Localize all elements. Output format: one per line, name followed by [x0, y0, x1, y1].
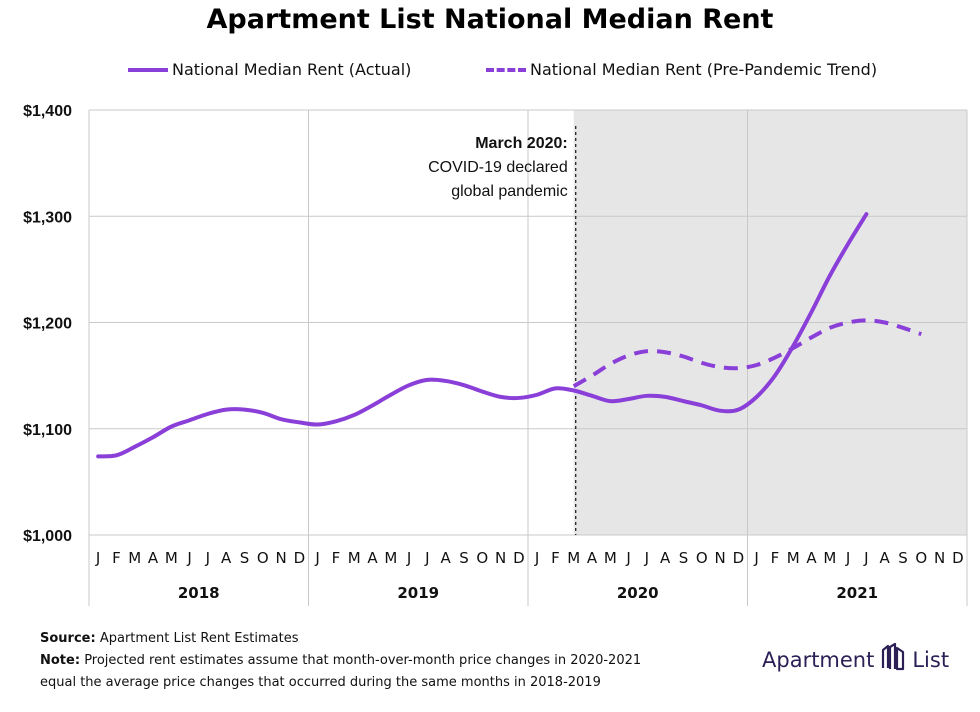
- apartment-list-building-icon: [880, 642, 906, 677]
- month-tick-label: M: [787, 549, 800, 567]
- legend-swatch-solid: [128, 67, 168, 72]
- month-tick-label: F: [771, 549, 780, 567]
- legend-item-actual: National Median Rent (Actual): [128, 60, 411, 79]
- month-tick-label: M: [165, 549, 178, 567]
- month-tick-label: O: [696, 549, 708, 567]
- month-tick-label: A: [660, 549, 671, 567]
- chart-title: Apartment List National Median Rent: [206, 4, 774, 35]
- month-tick-label: S: [240, 549, 250, 567]
- month-tick-label: N: [275, 549, 286, 567]
- month-tick-label: J: [95, 549, 100, 567]
- month-tick-label: S: [679, 549, 689, 567]
- month-tick-label: J: [753, 549, 758, 567]
- legend: National Median Rent (Actual) National M…: [0, 60, 980, 86]
- year-label: 2019: [397, 584, 439, 602]
- month-tick-label: A: [806, 549, 817, 567]
- month-tick-label: J: [625, 549, 630, 567]
- month-tick-label: F: [332, 549, 341, 567]
- month-tick-label: N: [714, 549, 725, 567]
- month-tick-label: F: [551, 549, 560, 567]
- month-tick-label: S: [459, 549, 469, 567]
- series-line-pre-pandemic-trend: [572, 318, 922, 388]
- year-label: 2018: [178, 584, 220, 602]
- month-tick-label: D: [294, 549, 306, 567]
- month-tick-label: S: [898, 549, 908, 567]
- y-tick-label: $1,000: [23, 528, 72, 545]
- month-tick-label: J: [314, 549, 319, 567]
- annotation-text-line-1: COVID-19 declared: [428, 159, 568, 176]
- month-tick-label: N: [495, 549, 506, 567]
- month-tick-label: J: [863, 549, 868, 567]
- logo-text-left: Apartment: [762, 647, 875, 672]
- legend-label-actual: National Median Rent (Actual): [172, 60, 412, 79]
- note-text-1: Projected rent estimates assume that mon…: [84, 653, 642, 668]
- month-tick-label: J: [406, 549, 411, 567]
- month-tick-label: M: [823, 549, 836, 567]
- month-tick-label: D: [513, 549, 525, 567]
- month-tick-label: D: [952, 549, 964, 567]
- source-text: Apartment List Rent Estimates: [99, 631, 299, 646]
- y-tick-label: $1,100: [23, 422, 72, 439]
- month-tick-label: J: [424, 549, 429, 567]
- annotation-text-line-2: global pandemic: [451, 183, 568, 200]
- legend-item-trend: National Median Rent (Pre-Pandemic Trend…: [486, 60, 877, 79]
- month-tick-label: M: [567, 549, 580, 567]
- month-tick-label: J: [205, 549, 210, 567]
- month-tick-label: D: [733, 549, 745, 567]
- annotation-text-line-0: March 2020:: [475, 135, 568, 152]
- month-tick-label: N: [934, 549, 945, 567]
- month-tick-label: M: [348, 549, 361, 567]
- source-label: Source:: [40, 631, 96, 646]
- legend-swatch-dashed: [486, 67, 526, 72]
- legend-label-trend: National Median Rent (Pre-Pandemic Trend…: [530, 60, 878, 79]
- month-tick-label: A: [367, 549, 378, 567]
- month-tick-label: J: [186, 549, 191, 567]
- month-tick-label: O: [915, 549, 927, 567]
- y-tick-label: $1,200: [23, 316, 72, 333]
- month-tick-label: J: [845, 549, 850, 567]
- source-line: Source: Apartment List Rent Estimates: [40, 628, 740, 650]
- note-line-2: equal the average price changes that occ…: [40, 675, 601, 690]
- month-tick-label: J: [534, 549, 539, 567]
- year-label: 2020: [617, 584, 659, 602]
- year-label: 2021: [836, 584, 878, 602]
- apartment-list-logo: Apartment List: [762, 642, 949, 677]
- month-tick-label: M: [604, 549, 617, 567]
- note-line: Note: Projected rent estimates assume th…: [40, 650, 740, 672]
- y-tick-label: $1,400: [23, 103, 72, 120]
- month-tick-label: A: [441, 549, 452, 567]
- series-line-actual: [96, 212, 869, 459]
- note-label: Note:: [40, 653, 81, 668]
- month-tick-label: M: [384, 549, 397, 567]
- month-tick-label: O: [476, 549, 488, 567]
- month-tick-label: F: [112, 549, 121, 567]
- y-tick-label: $1,300: [23, 209, 72, 226]
- footer: Source: Apartment List Rent Estimates No…: [40, 628, 740, 694]
- month-tick-label: M: [128, 549, 141, 567]
- month-tick-label: O: [257, 549, 269, 567]
- month-tick-label: A: [880, 549, 891, 567]
- logo-text-right: List: [912, 647, 950, 672]
- month-tick-label: A: [587, 549, 598, 567]
- month-tick-label: A: [148, 549, 159, 567]
- month-tick-label: J: [644, 549, 649, 567]
- month-tick-label: A: [221, 549, 232, 567]
